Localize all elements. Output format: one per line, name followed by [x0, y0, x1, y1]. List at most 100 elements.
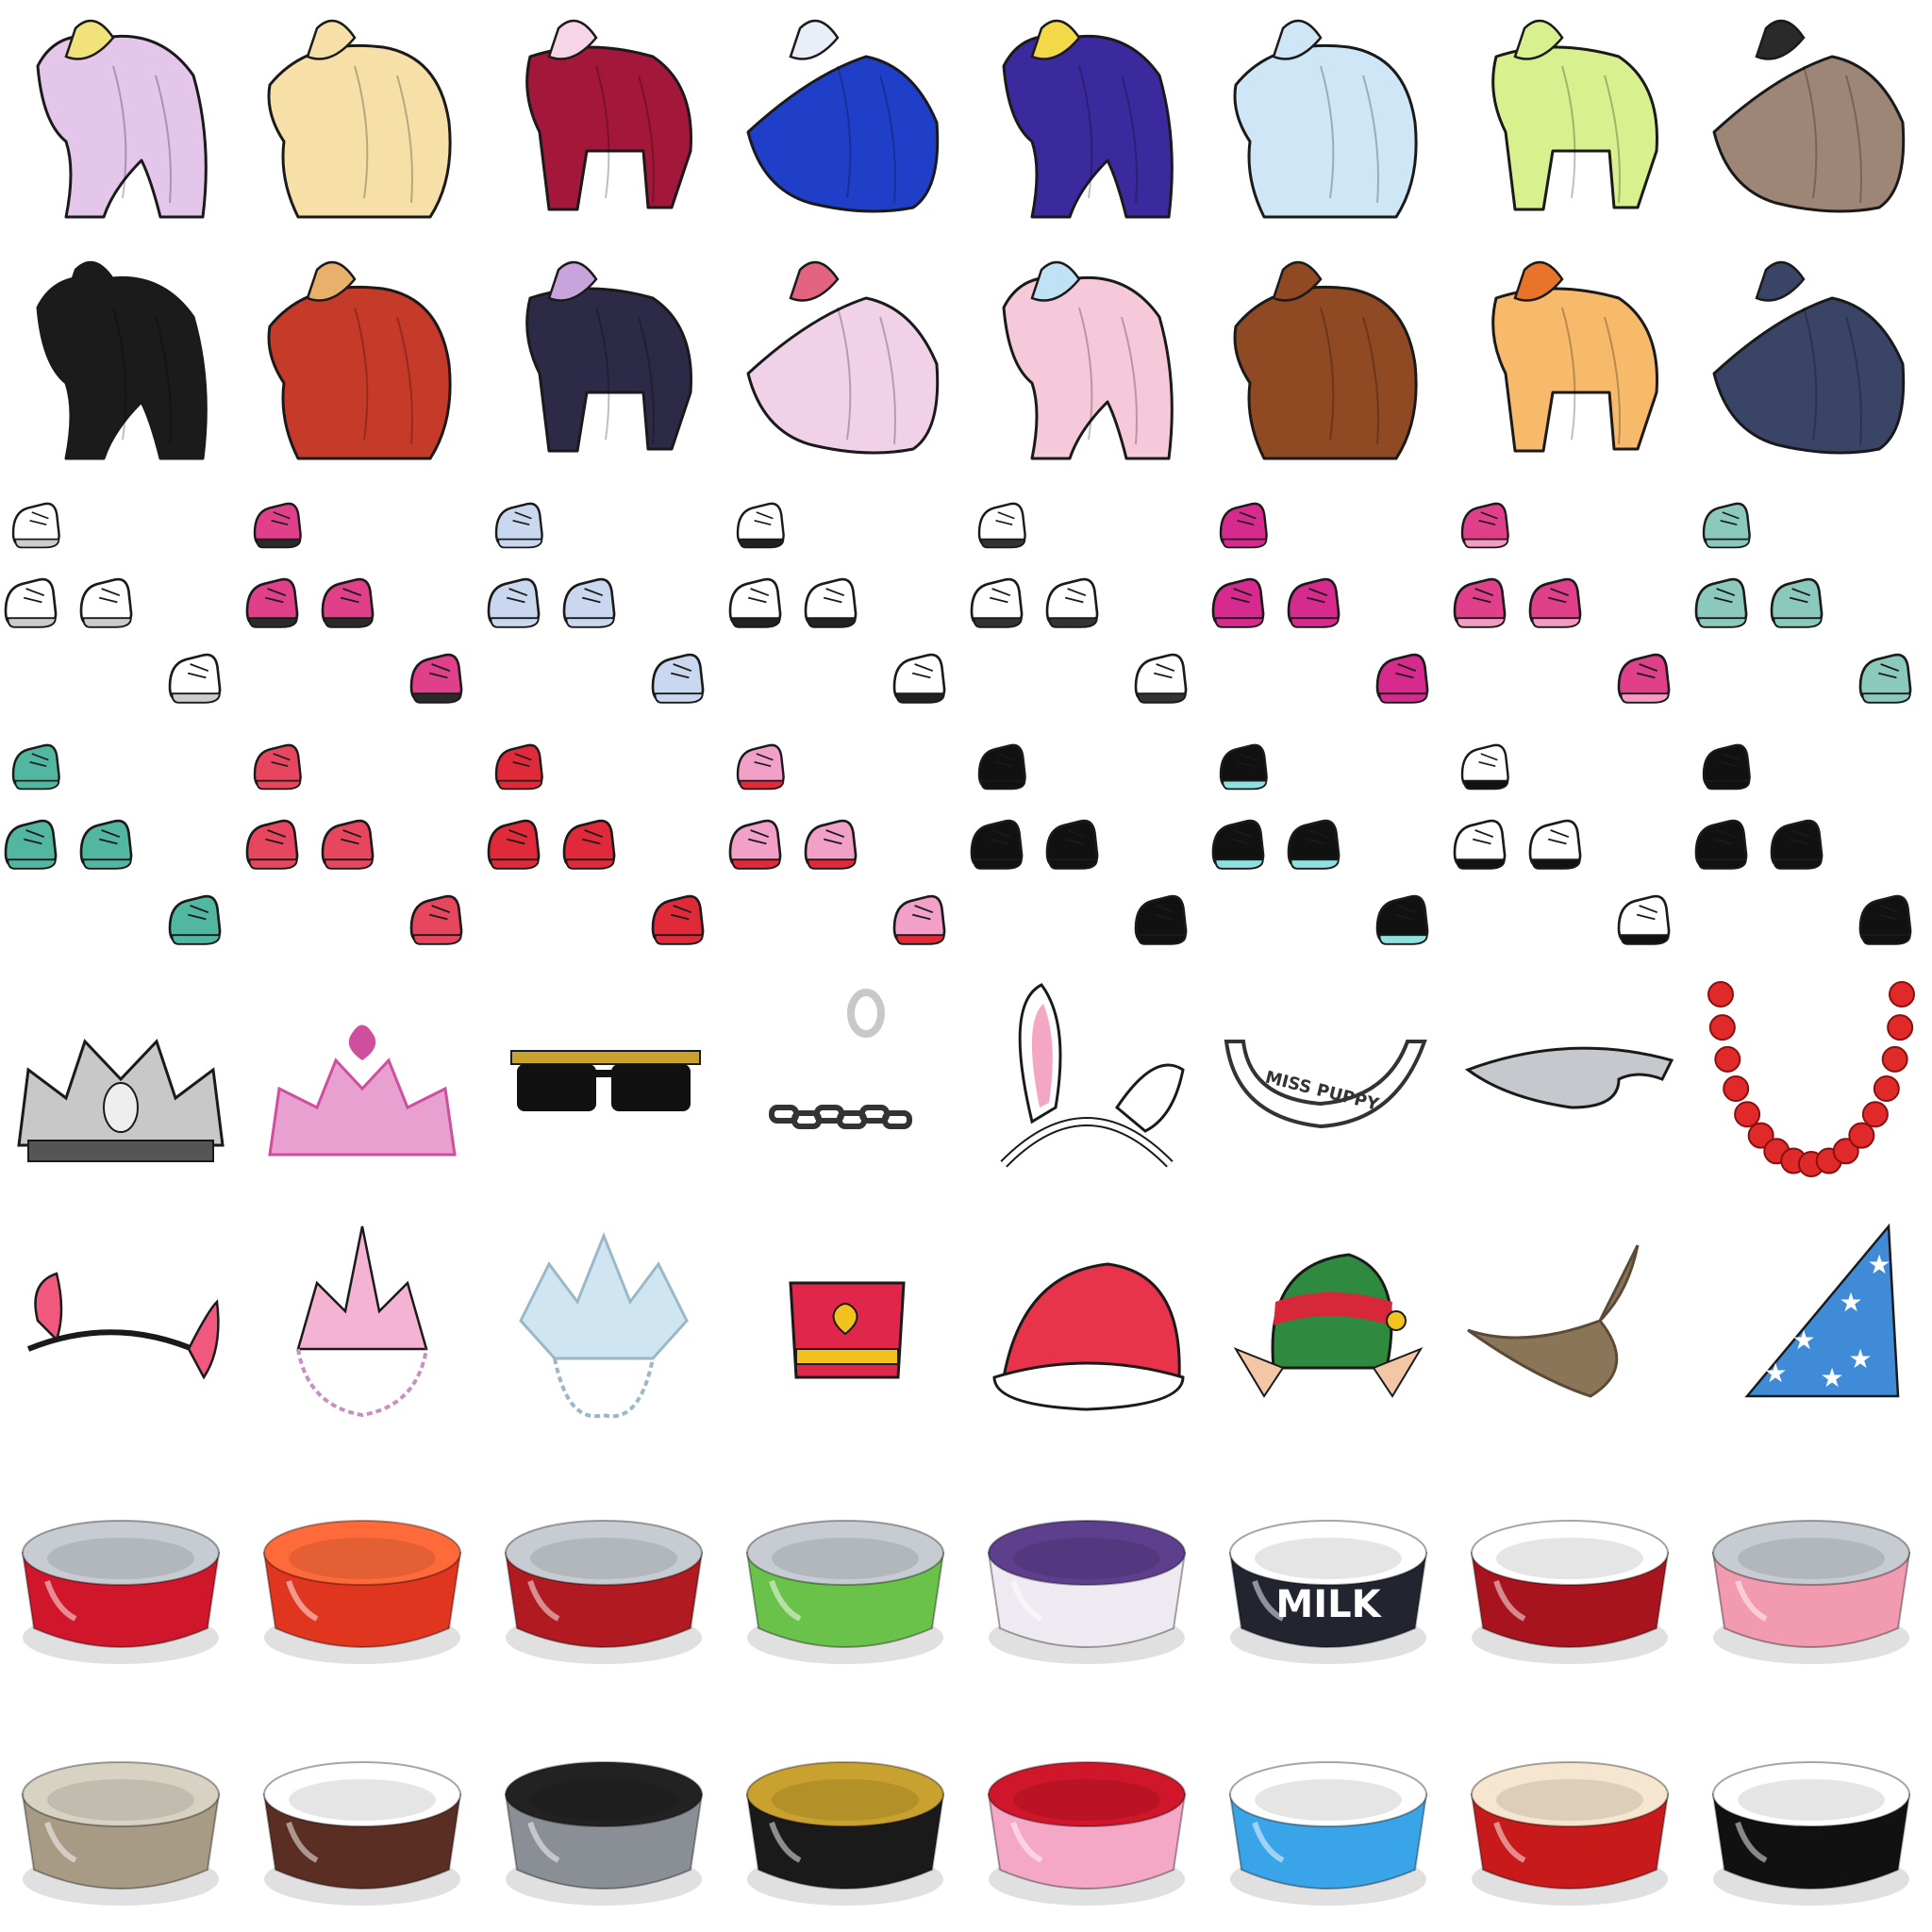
sprite-cell — [966, 1208, 1208, 1449]
brass-steel-bowl-icon — [21, 1761, 221, 1906]
greek-key-bowl-icon — [745, 1761, 945, 1906]
sprite-cell — [1690, 966, 1932, 1208]
sprite-cell — [1449, 242, 1690, 483]
sprite-cell — [0, 966, 242, 1208]
sprite-cell — [0, 242, 242, 483]
heart-band-hat-icon — [789, 1281, 906, 1379]
sprite-cell — [483, 1208, 724, 1449]
pink-fin-gown-costume — [1002, 260, 1174, 460]
sprite-cell — [242, 483, 483, 724]
sprite-cell — [724, 242, 966, 483]
red-rose-garland-icon — [1707, 981, 1915, 1177]
white-hightop-shoes — [1453, 743, 1671, 945]
sprite-cell — [1208, 1208, 1449, 1449]
red-melamine-bowl-icon — [21, 1520, 221, 1664]
sprite-cell — [1449, 724, 1690, 966]
silver-headband-icon — [1464, 1046, 1674, 1109]
sprite-cell — [242, 724, 483, 966]
sprite-cell — [483, 1449, 724, 1690]
sprite-cell — [483, 1690, 724, 1932]
white-laced-shoes — [970, 502, 1188, 704]
lilac-cape-costume — [36, 19, 208, 219]
sprite-cell — [242, 1449, 483, 1690]
steel-bowl-icon — [504, 1761, 704, 1906]
bowl-label-text: MILK — [1275, 1583, 1382, 1626]
pink-kitten-bowl-icon — [1711, 1520, 1911, 1664]
dark-cloak-costume — [525, 260, 692, 453]
sprite-cell — [483, 242, 724, 483]
sprite-cell — [724, 483, 966, 724]
pale-blue-boots-shoes — [487, 502, 705, 704]
sprite-cell — [1449, 1449, 1690, 1690]
elf-hat-icon — [1233, 1253, 1424, 1398]
sprite-cell — [966, 1690, 1208, 1932]
pink-devil-horns-icon — [26, 1272, 220, 1380]
sprite-cell — [966, 483, 1208, 724]
sprite-cell — [242, 1208, 483, 1449]
sprite-cell — [724, 1690, 966, 1932]
red-paw-steel-bowl-icon — [504, 1520, 704, 1664]
teal-clogs-shoes — [4, 743, 222, 945]
black-feather-costume — [36, 260, 208, 460]
svg-text:★: ★ — [1820, 1362, 1843, 1393]
sprite-cell — [1690, 483, 1932, 724]
sprite-cell: ★ ★ ★ ★ ★ ★ — [1690, 1208, 1932, 1449]
sprite-cell — [966, 966, 1208, 1208]
blue-bone-bowl-icon — [1228, 1761, 1428, 1906]
crimson-suit-costume — [525, 19, 692, 211]
sprite-cell — [1208, 0, 1449, 242]
sprite-cell — [1690, 724, 1932, 966]
brown-fringe-poncho-costume — [1233, 260, 1418, 460]
witch-hat-icon — [1467, 1244, 1640, 1398]
purple-paw-bowl-icon — [987, 1520, 1187, 1664]
pink-jeweled-cape-costume — [746, 260, 940, 455]
milk-bowl-icon: MILK — [1228, 1520, 1428, 1664]
green-steel-bowl-icon — [745, 1520, 945, 1664]
svg-text:★: ★ — [1791, 1324, 1815, 1356]
sprite-cell — [1449, 966, 1690, 1208]
pink-ruffle-boots-shoes — [245, 502, 463, 704]
red-slip-on-shoes — [487, 743, 705, 945]
star-party-hat-icon: ★★★★★ ★ — [1744, 1223, 1900, 1398]
sprite-cell — [1449, 1690, 1690, 1932]
sprite-cell — [1449, 0, 1690, 242]
white-socks-shoes — [4, 502, 222, 704]
red-paw-ceramic-bowl-icon — [1470, 1520, 1670, 1664]
sprite-cell — [242, 242, 483, 483]
pink-tiara-icon — [268, 1024, 457, 1157]
fluffy-blue-costume — [1233, 19, 1418, 219]
bunny-ears-headband-icon — [1000, 983, 1185, 1168]
brown-tuxedo-costume — [1712, 19, 1906, 213]
wizard-cape-star-costume — [1002, 19, 1174, 219]
sprite-cell — [483, 724, 724, 966]
sprite-cell — [966, 1449, 1208, 1690]
svg-text:★: ★ — [1848, 1343, 1872, 1374]
polka-dot-bowl-icon — [262, 1761, 462, 1906]
golden-gown-costume — [1491, 260, 1658, 453]
black-aqua-sock-shoes — [1211, 743, 1429, 945]
blue-suit-costume — [746, 19, 940, 213]
sprite-cell — [724, 1208, 966, 1449]
sprite-cell — [1690, 242, 1932, 483]
sprite-cell — [242, 1690, 483, 1932]
miss-puppy-collar-icon: MISS PUPPY — [1224, 1040, 1427, 1129]
nose-ring-and-chain-icon — [769, 989, 912, 1129]
black-fish-bowl-icon — [1711, 1761, 1911, 1906]
sprite-cell — [966, 724, 1208, 966]
sprite-cell — [0, 0, 242, 242]
svg-text:★: ★ — [1763, 1357, 1787, 1389]
chain-sunglasses-icon — [510, 1050, 701, 1111]
sprite-cell — [1449, 1208, 1690, 1449]
ice-crystal-crown-icon — [519, 1231, 689, 1419]
sprite-cell — [242, 966, 483, 1208]
pink-crystal-crown-icon — [296, 1225, 428, 1418]
coral-bow-shoes — [245, 743, 463, 945]
sprite-cell: MILK — [1208, 1449, 1449, 1690]
red-cat-face-bowl-icon — [1470, 1761, 1670, 1906]
sprite-cell — [1208, 1690, 1449, 1932]
santa-hat-icon — [992, 1262, 1185, 1411]
sprite-cell — [724, 0, 966, 242]
black-bow-shoes — [970, 743, 1188, 945]
lime-bow-cape-costume — [1491, 19, 1658, 211]
